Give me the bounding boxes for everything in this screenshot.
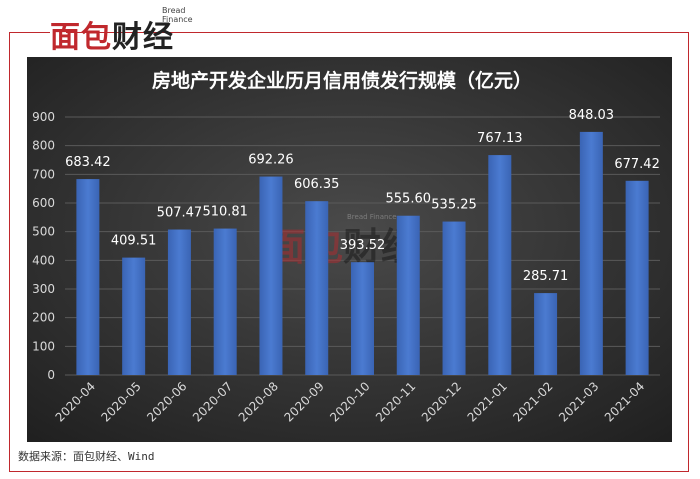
chart-title: 房地产开发企业历月信用债发行规模（亿元） <box>152 69 532 92</box>
y-tick-label: 500 <box>32 225 55 239</box>
bar <box>259 176 283 375</box>
bar <box>351 262 374 375</box>
data-source: 数据来源：面包财经、Wind <box>18 450 155 463</box>
y-tick-label: 800 <box>32 139 55 153</box>
bars <box>76 131 649 375</box>
data-label: 510.81 <box>202 205 248 220</box>
y-tick-label: 600 <box>32 196 55 210</box>
data-label: 606.35 <box>294 177 340 192</box>
bar <box>488 155 512 375</box>
data-label: 683.42 <box>65 155 111 170</box>
bar <box>534 293 558 375</box>
y-tick-label: 900 <box>32 110 55 124</box>
bar <box>625 180 649 375</box>
data-label: 767.13 <box>477 131 523 146</box>
data-label: 555.60 <box>386 192 432 207</box>
chart-area: 房地产开发企业历月信用债发行规模（亿元） 0 100 200 300 400 500 600… <box>27 57 672 442</box>
bar <box>305 201 329 375</box>
bar <box>396 215 420 375</box>
logo-subtitle: Bread Finance <box>162 6 193 24</box>
data-label: 393.52 <box>340 238 386 253</box>
bar <box>167 229 191 375</box>
bar <box>442 221 466 375</box>
data-label: 409.51 <box>111 234 157 249</box>
chart-background <box>27 57 672 442</box>
y-tick-label: 700 <box>32 167 55 181</box>
data-label: 285.71 <box>523 269 569 284</box>
brand-logo: Bread Finance 面包财经 <box>50 6 193 55</box>
bar <box>579 131 603 375</box>
logo-text-dark: 财经 <box>112 20 174 55</box>
bar <box>122 257 146 375</box>
y-tick-label: 300 <box>32 282 55 296</box>
bar <box>76 179 100 375</box>
data-label: 692.26 <box>248 153 294 168</box>
logo-text-red: 面包 <box>50 20 112 55</box>
data-label: 848.03 <box>569 108 615 123</box>
y-tick-label: 0 <box>47 368 55 382</box>
watermark-subtitle: Bread Finance <box>347 213 397 221</box>
data-label: 677.42 <box>614 157 660 172</box>
bar-chart: 房地产开发企业历月信用债发行规模（亿元） 0 100 200 300 400 500 600… <box>27 57 672 442</box>
y-tick-label: 400 <box>32 253 55 267</box>
logo-text: 面包财经 <box>50 12 174 56</box>
y-axis-ticks: 0 100 200 300 400 500 600 700 800 900 <box>32 110 55 382</box>
chart-frame <box>9 32 689 472</box>
data-label: 535.25 <box>431 198 477 213</box>
bar <box>213 228 237 375</box>
y-tick-label: 100 <box>32 339 55 353</box>
data-label: 507.47 <box>157 206 203 221</box>
y-tick-label: 200 <box>32 311 55 325</box>
